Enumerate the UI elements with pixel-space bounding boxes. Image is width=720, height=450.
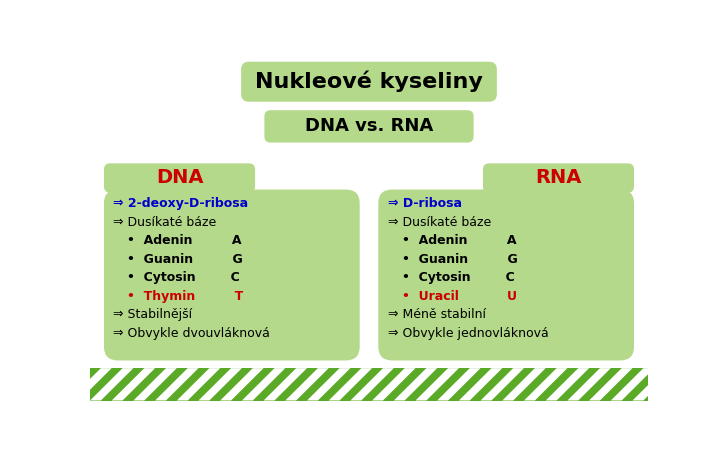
Bar xyxy=(90,368,648,400)
Text: RNA: RNA xyxy=(535,168,582,188)
Text: ⇒ Méně stabilní: ⇒ Méně stabilní xyxy=(387,308,485,321)
Polygon shape xyxy=(611,368,654,400)
Text: ⇒ Dusíkaté báze: ⇒ Dusíkaté báze xyxy=(113,216,217,229)
Text: ⇒ Obvykle jednovláknová: ⇒ Obvykle jednovláknová xyxy=(387,327,549,340)
Text: •  Thymin         T: • Thymin T xyxy=(127,290,243,302)
Text: ⇒ Dusíkaté báze: ⇒ Dusíkaté báze xyxy=(387,216,491,229)
Polygon shape xyxy=(47,368,90,400)
Polygon shape xyxy=(133,368,177,400)
Polygon shape xyxy=(307,368,351,400)
Polygon shape xyxy=(698,368,720,400)
Polygon shape xyxy=(264,368,307,400)
Polygon shape xyxy=(654,368,698,400)
FancyBboxPatch shape xyxy=(378,189,634,360)
FancyBboxPatch shape xyxy=(104,189,360,360)
Polygon shape xyxy=(415,368,459,400)
Text: •  Guanin         G: • Guanin G xyxy=(402,252,517,266)
Polygon shape xyxy=(329,368,372,400)
Polygon shape xyxy=(285,368,329,400)
Text: ⇒ Obvykle dvouvláknová: ⇒ Obvykle dvouvláknová xyxy=(113,327,270,340)
Polygon shape xyxy=(546,368,589,400)
Text: Nukleové kyseliny: Nukleové kyseliny xyxy=(255,71,483,92)
Polygon shape xyxy=(155,368,199,400)
Text: ⇒ 2-deoxy-D-ribosa: ⇒ 2-deoxy-D-ribosa xyxy=(113,197,248,210)
Text: •  Cytosin        C: • Cytosin C xyxy=(127,271,240,284)
Text: •  Adenin         A: • Adenin A xyxy=(402,234,516,247)
Text: •  Guanin         G: • Guanin G xyxy=(127,252,243,266)
Polygon shape xyxy=(68,368,112,400)
Text: •  Adenin         A: • Adenin A xyxy=(127,234,242,247)
Polygon shape xyxy=(589,368,632,400)
FancyBboxPatch shape xyxy=(483,163,634,193)
Polygon shape xyxy=(199,368,242,400)
Polygon shape xyxy=(459,368,503,400)
Polygon shape xyxy=(394,368,437,400)
Polygon shape xyxy=(242,368,285,400)
Text: DNA: DNA xyxy=(156,168,203,188)
Text: ⇒ Stabilnější: ⇒ Stabilnější xyxy=(113,308,192,321)
Text: ⇒ D-ribosa: ⇒ D-ribosa xyxy=(387,197,462,210)
Polygon shape xyxy=(220,368,264,400)
Polygon shape xyxy=(524,368,567,400)
Text: DNA vs. RNA: DNA vs. RNA xyxy=(305,117,433,135)
Polygon shape xyxy=(177,368,220,400)
Polygon shape xyxy=(632,368,676,400)
Polygon shape xyxy=(372,368,415,400)
Polygon shape xyxy=(481,368,524,400)
FancyBboxPatch shape xyxy=(241,62,497,102)
Polygon shape xyxy=(676,368,719,400)
Text: •  Uracil           U: • Uracil U xyxy=(402,290,516,302)
Text: •  Cytosin        C: • Cytosin C xyxy=(402,271,514,284)
Polygon shape xyxy=(112,368,155,400)
Polygon shape xyxy=(567,368,611,400)
Polygon shape xyxy=(503,368,546,400)
Polygon shape xyxy=(351,368,394,400)
FancyBboxPatch shape xyxy=(104,163,255,193)
Polygon shape xyxy=(90,368,133,400)
Polygon shape xyxy=(437,368,481,400)
FancyBboxPatch shape xyxy=(264,110,474,143)
